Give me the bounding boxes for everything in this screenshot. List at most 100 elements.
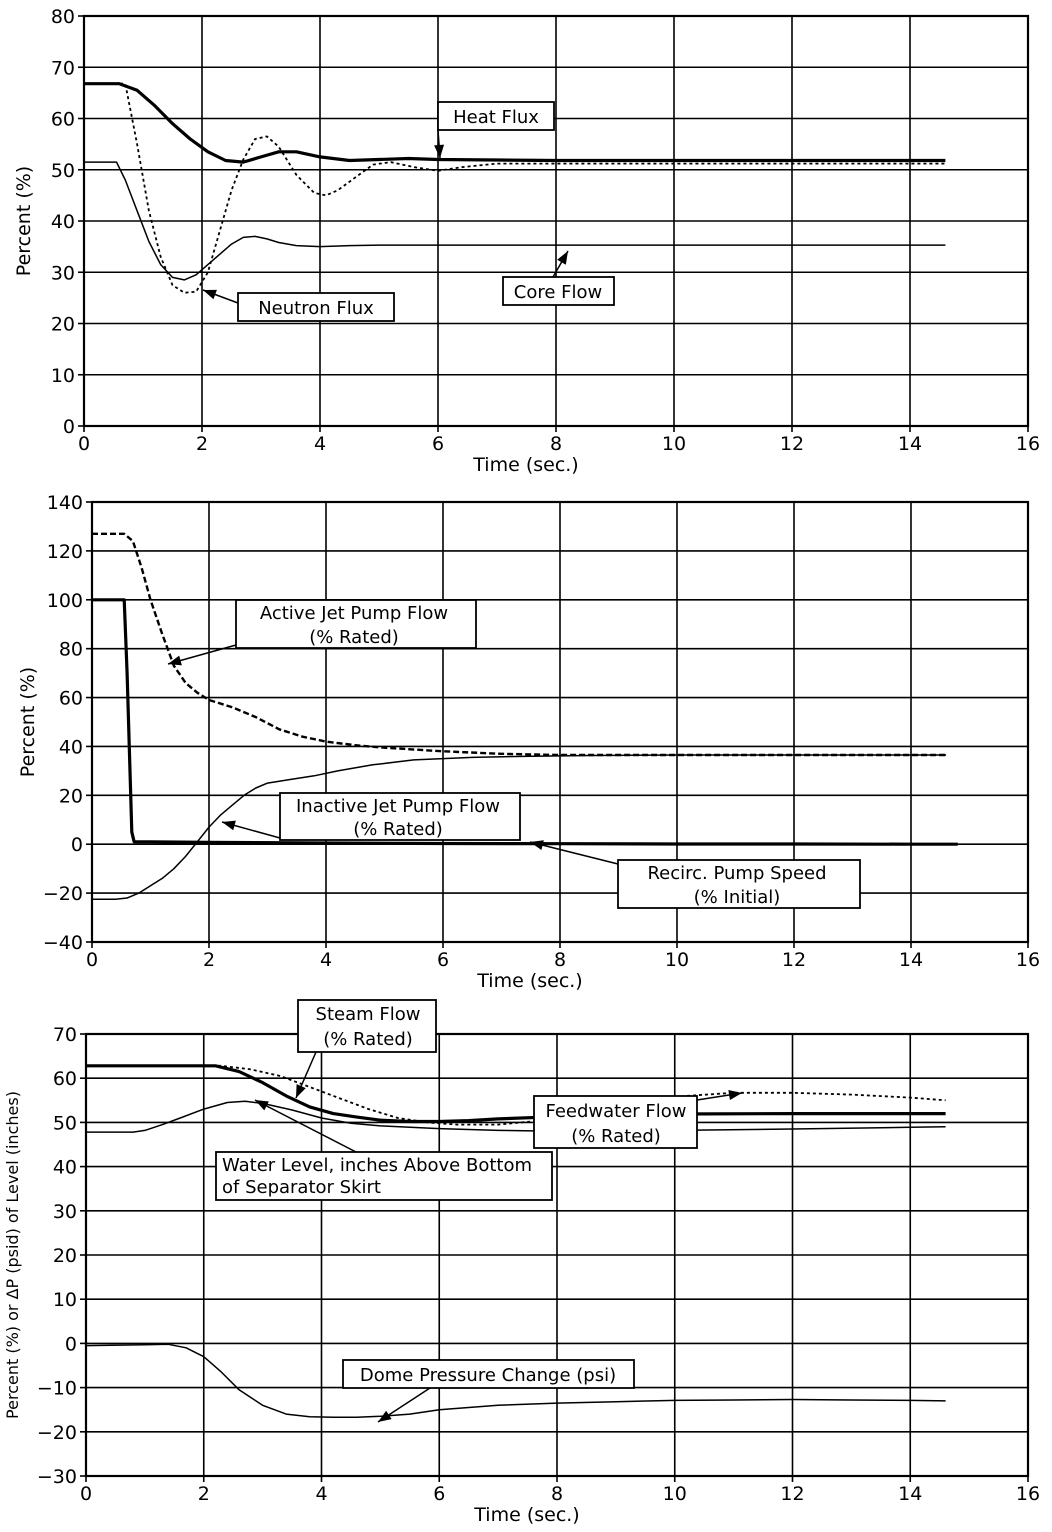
y-tick-label: 30: [53, 1201, 77, 1223]
annotation-box: [279, 792, 521, 841]
y-tick-label: 100: [47, 590, 83, 612]
series-line-3: [92, 598, 958, 846]
annotation-2: Inactive Jet Pump Flow(% Rated): [221, 792, 521, 841]
y-tick-label: 70: [53, 1024, 77, 1046]
x-tick-label: 8: [550, 433, 562, 455]
y-axis-label: Percent (%) or ΔP (psid) of Level (inche…: [3, 1091, 22, 1419]
annotation-leader-line: [254, 1099, 357, 1153]
x-tick-label: 16: [1016, 1483, 1040, 1505]
annotation-box: [502, 276, 615, 306]
plot-frame: [82, 14, 1030, 428]
annotation-text: of Separator Skirt: [222, 1177, 381, 1198]
y-tick-label: 40: [51, 211, 75, 233]
x-tick-label: 2: [203, 949, 215, 971]
y-tick-label: 140: [47, 492, 83, 514]
y-axis-label: Percent (%): [17, 667, 39, 777]
annotation-arrowhead: [255, 1100, 269, 1111]
annotation-arrowhead: [530, 840, 544, 851]
y-tick-label: 50: [51, 160, 75, 182]
annotation-text: Steam Flow: [316, 1004, 421, 1025]
annotation-arrowhead: [203, 289, 217, 300]
series-line-1: [92, 532, 947, 757]
annotation-arrowhead: [168, 655, 182, 666]
annotation-text: (% Rated): [571, 1126, 661, 1147]
chart-panel-1: 0 2 4 6 8 10 12 14 16 0 10 20 30 40 50 60 70 80 Time (sec.…: [13, 6, 1040, 476]
x-tick-label: 12: [780, 1483, 804, 1505]
annotation-2: Neutron Flux: [202, 289, 395, 322]
annotation-text: Neutron Flux: [258, 298, 374, 319]
annotation-box: [617, 859, 861, 909]
x-tick-label: 4: [315, 1483, 327, 1505]
annotation-arrowhead: [728, 1090, 742, 1100]
annotation-box: [533, 1095, 698, 1149]
annotation-text: Core Flow: [514, 282, 602, 303]
annotation-arrowhead: [557, 251, 568, 265]
annotation-text: Recirc. Pump Speed: [647, 863, 826, 884]
annotation-3: Core Flow: [502, 250, 615, 306]
annotation-box: [297, 999, 437, 1053]
y-tick-label: 20: [53, 1245, 77, 1267]
annotation-text: (% Initial): [694, 887, 781, 908]
y-tick-label: 30: [51, 262, 75, 284]
y-tick-label: 60: [53, 1068, 77, 1090]
x-tick-label: 6: [432, 433, 444, 455]
x-axis-label: Time (sec.): [476, 970, 582, 992]
x-tick-label: 14: [898, 433, 922, 455]
x-tick-label: 0: [80, 1483, 92, 1505]
series-line-4: [85, 1343, 946, 1418]
y-tick-label: −10: [37, 1378, 77, 1400]
series-line-1: [84, 82, 946, 164]
x-tick-label: 12: [780, 433, 804, 455]
y-tick-label: 40: [59, 736, 83, 758]
y-tick-label: −20: [37, 1422, 77, 1444]
y-tick-label: 20: [59, 785, 83, 807]
x-tick-label: 2: [198, 1483, 210, 1505]
annotation-box: [437, 101, 555, 131]
annotation-leader-line: [529, 841, 619, 865]
x-tick-label: 6: [433, 1483, 445, 1505]
x-tick-label: 16: [1016, 949, 1040, 971]
series-line-3: [84, 161, 946, 281]
x-tick-label: 4: [320, 949, 332, 971]
annotation-1: Active Jet Pump Flow (% Rated): [167, 599, 477, 666]
chart-panel-2: 0 2 4 6 8 10 12 14 16 −40 −20 0 20 40 60 80 100 120 140 Tim…: [17, 492, 1040, 992]
plot-frame: [90, 500, 1030, 944]
y-tick-label: 0: [71, 834, 83, 856]
annotation-text: (% Rated): [353, 819, 443, 840]
y-tick-label: 70: [51, 57, 75, 79]
annotation-3: Recirc. Pump Speed (% Initial): [529, 840, 861, 909]
x-tick-label: 8: [554, 949, 566, 971]
series-line-1: [86, 1064, 946, 1124]
annotation-text: (% Rated): [309, 627, 399, 648]
x-tick-label: 2: [196, 433, 208, 455]
y-tick-label: 20: [51, 314, 75, 336]
y-tick-label: 0: [65, 1333, 77, 1355]
x-tick-label: 0: [78, 433, 90, 455]
series-line-2: [86, 1064, 946, 1126]
y-tick-label: 60: [51, 109, 75, 131]
annotation-box: [342, 1359, 635, 1389]
y-tick-label: 50: [53, 1112, 77, 1134]
annotation-1: Steam Flow (% Rated): [295, 999, 437, 1099]
y-tick-label: 0: [63, 416, 75, 438]
annotation-box: [235, 599, 477, 649]
y-tick-label: 10: [53, 1289, 77, 1311]
annotation-text: Dome Pressure Change (psi): [360, 1365, 616, 1386]
y-tick-label: −30: [37, 1466, 77, 1488]
x-tick-label: 14: [899, 949, 923, 971]
x-axis-label: Time (sec.): [473, 1504, 579, 1526]
annotation-text: Feedwater Flow: [545, 1101, 686, 1122]
x-tick-label: 8: [551, 1483, 563, 1505]
y-tick-label: −20: [43, 883, 83, 905]
x-tick-label: 4: [314, 433, 326, 455]
y-tick-label: 120: [47, 541, 83, 563]
x-tick-label: 0: [86, 949, 98, 971]
annotation-arrowhead: [296, 1084, 306, 1098]
y-tick-label: 60: [59, 688, 83, 710]
y-tick-label: −40: [43, 932, 83, 954]
annotation-arrowhead: [222, 820, 236, 831]
annotation-arrowhead: [434, 144, 445, 158]
annotation-4: Dome Pressure Change (psi): [342, 1359, 635, 1423]
x-tick-label: 10: [663, 1483, 687, 1505]
